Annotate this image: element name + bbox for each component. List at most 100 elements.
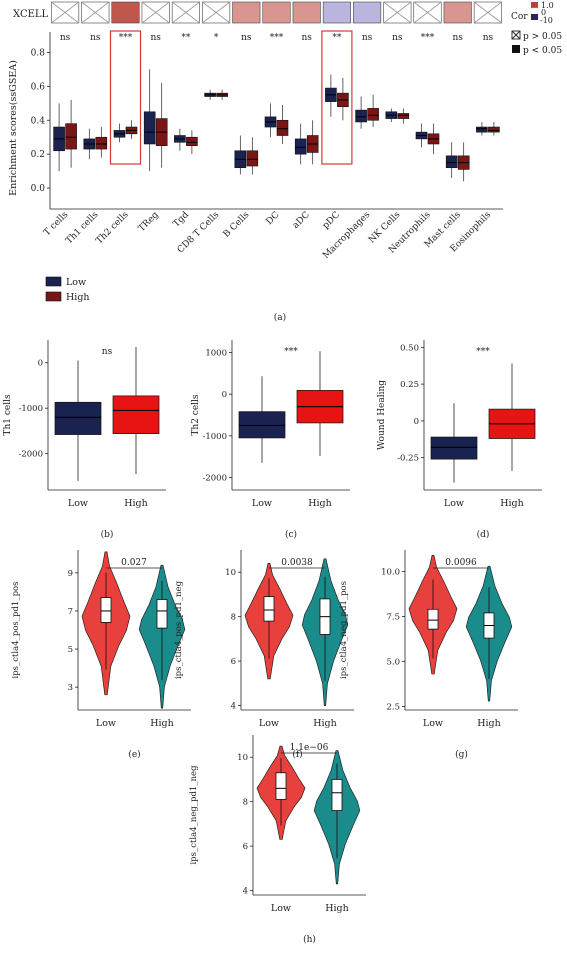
significance-label: ns [150, 33, 161, 43]
significance-label: *** [421, 33, 435, 43]
y-axis-label: ips_ctla4_neg_pd1_neg [189, 765, 199, 865]
x-tick-label: pDC [321, 210, 342, 231]
y-tick-label: -1000 [18, 404, 43, 414]
box [112, 395, 160, 434]
box [156, 599, 168, 629]
legend-low-label: Low [66, 277, 86, 288]
y-axis-label: ips_ctla4_neg_pd1_pos [339, 581, 349, 679]
x-tick-label: High [500, 498, 524, 509]
highlight-box [321, 30, 353, 165]
y-tick-label: 5.0 [386, 657, 400, 667]
significance-label: ns [60, 33, 71, 43]
significance-label: *** [270, 33, 284, 43]
box [143, 111, 156, 145]
y-tick-label: 4 [243, 887, 248, 897]
y-axis-label: Th1 cells [3, 394, 13, 436]
panel-label: (f) [292, 749, 302, 760]
cor-swatch-high [531, 2, 538, 8]
panel-label: (g) [455, 749, 468, 760]
y-tick-label: 4 [231, 702, 236, 712]
panel-label: (d) [477, 529, 490, 540]
y-tick-label: 10.0 [381, 568, 400, 578]
heatmap-row-label: XCELL [13, 9, 49, 20]
cor-tick-low: -10 [540, 16, 553, 25]
significance-label: ns [392, 33, 403, 43]
significance-label: ns [241, 33, 252, 43]
box [95, 136, 108, 150]
box [355, 109, 367, 123]
significance-label: *** [476, 347, 490, 357]
box [276, 119, 289, 136]
significance-label: ns [483, 33, 494, 43]
panels-e-f-g-h: 9 7 5 3 ips_ctla4_pos_pd1_pos Low High 0.027 (e)… [11, 550, 518, 945]
cor-tick-high: 1.0 [541, 1, 554, 10]
panels-b-c-d: 0 -1000 -2000 Th1 cells ns Low High (b) 1000 0 -10… [3, 340, 542, 540]
y-tick-label: 10 [225, 568, 236, 578]
y-tick-label: 5 [68, 645, 73, 655]
y-tick-label: 0 [414, 417, 419, 427]
heatmap-cell [232, 1, 261, 24]
box [246, 150, 259, 167]
panel-label: (c) [285, 529, 297, 540]
correlation-heatmap [51, 1, 502, 24]
x-tick-label: Low [68, 498, 88, 509]
legend-high-label: High [66, 292, 90, 303]
heatmap-cross-line [473, 1, 502, 24]
y-axis-label: Enrichment scores(ssGSEA) [8, 60, 19, 196]
y-axis-label: Wound Healing [377, 380, 387, 450]
heatmap-cross-line [383, 1, 412, 24]
y-tick-label: 3 [68, 683, 73, 693]
x-tick-label: aDC [291, 210, 312, 231]
y-axis-label: Th2 cells [191, 394, 201, 436]
y-tick-label: 9 [68, 569, 73, 579]
y-tick-label: -2000 [18, 450, 43, 460]
x-tick-label: Low [252, 498, 272, 509]
significance-label: * [214, 33, 219, 43]
box [275, 772, 287, 800]
x-tick-label: Low [96, 718, 116, 729]
y-tick-label: 8 [243, 798, 248, 808]
box [186, 136, 198, 146]
significance-label: ** [332, 33, 342, 43]
x-tick-label: Tgd [172, 210, 192, 230]
y-tick-label: 6 [243, 842, 248, 852]
significance-label: ** [181, 33, 191, 43]
legend-low-swatch [45, 276, 62, 287]
significance-label: *** [284, 347, 298, 357]
cor-legend-title: Cor [511, 12, 528, 22]
heatmap-cell [262, 1, 291, 24]
box [54, 401, 102, 435]
significance-label: ns [102, 347, 113, 357]
pvalue-legend-solid-label: p < 0.05 [523, 46, 562, 56]
y-tick-label: 0.25 [400, 380, 419, 390]
box [367, 108, 379, 121]
x-tick-label: B Cells [222, 210, 252, 240]
x-tick-label: T cells [42, 210, 70, 238]
y-tick-label: 0.2 [31, 150, 45, 160]
y-tick-label: -1000 [202, 432, 227, 442]
cor-swatch-zero [530, 7, 539, 15]
y-tick-label: 0 [222, 390, 227, 400]
y-tick-label: 7.5 [386, 613, 400, 623]
x-tick-label: High [150, 718, 174, 729]
y-axis-label: ips_ctla4_pos_pd1_neg [174, 580, 184, 679]
heatmap-cell [322, 1, 351, 24]
significance-label: ns [301, 33, 312, 43]
heatmap-cross-line [413, 1, 442, 24]
heatmap-cross-line [171, 1, 200, 24]
heatmap-cross-line [51, 1, 80, 24]
x-tick-label: Low [259, 718, 279, 729]
heatmap-cross-line [81, 1, 110, 24]
y-tick-label: 0.0 [31, 184, 46, 194]
heatmap-cell [353, 1, 382, 24]
heatmap-cross-line [202, 1, 231, 24]
legend-high-swatch [45, 291, 62, 302]
y-tick-label: 8 [231, 613, 236, 623]
box [294, 138, 307, 155]
x-tick-label: High [308, 498, 332, 509]
y-tick-label: 0.6 [31, 82, 46, 92]
significance-label: ns [362, 33, 373, 43]
pvalue-label: 0.0038 [281, 558, 313, 568]
x-tick-label: Low [444, 498, 464, 509]
y-tick-label: -0.25 [397, 454, 419, 464]
